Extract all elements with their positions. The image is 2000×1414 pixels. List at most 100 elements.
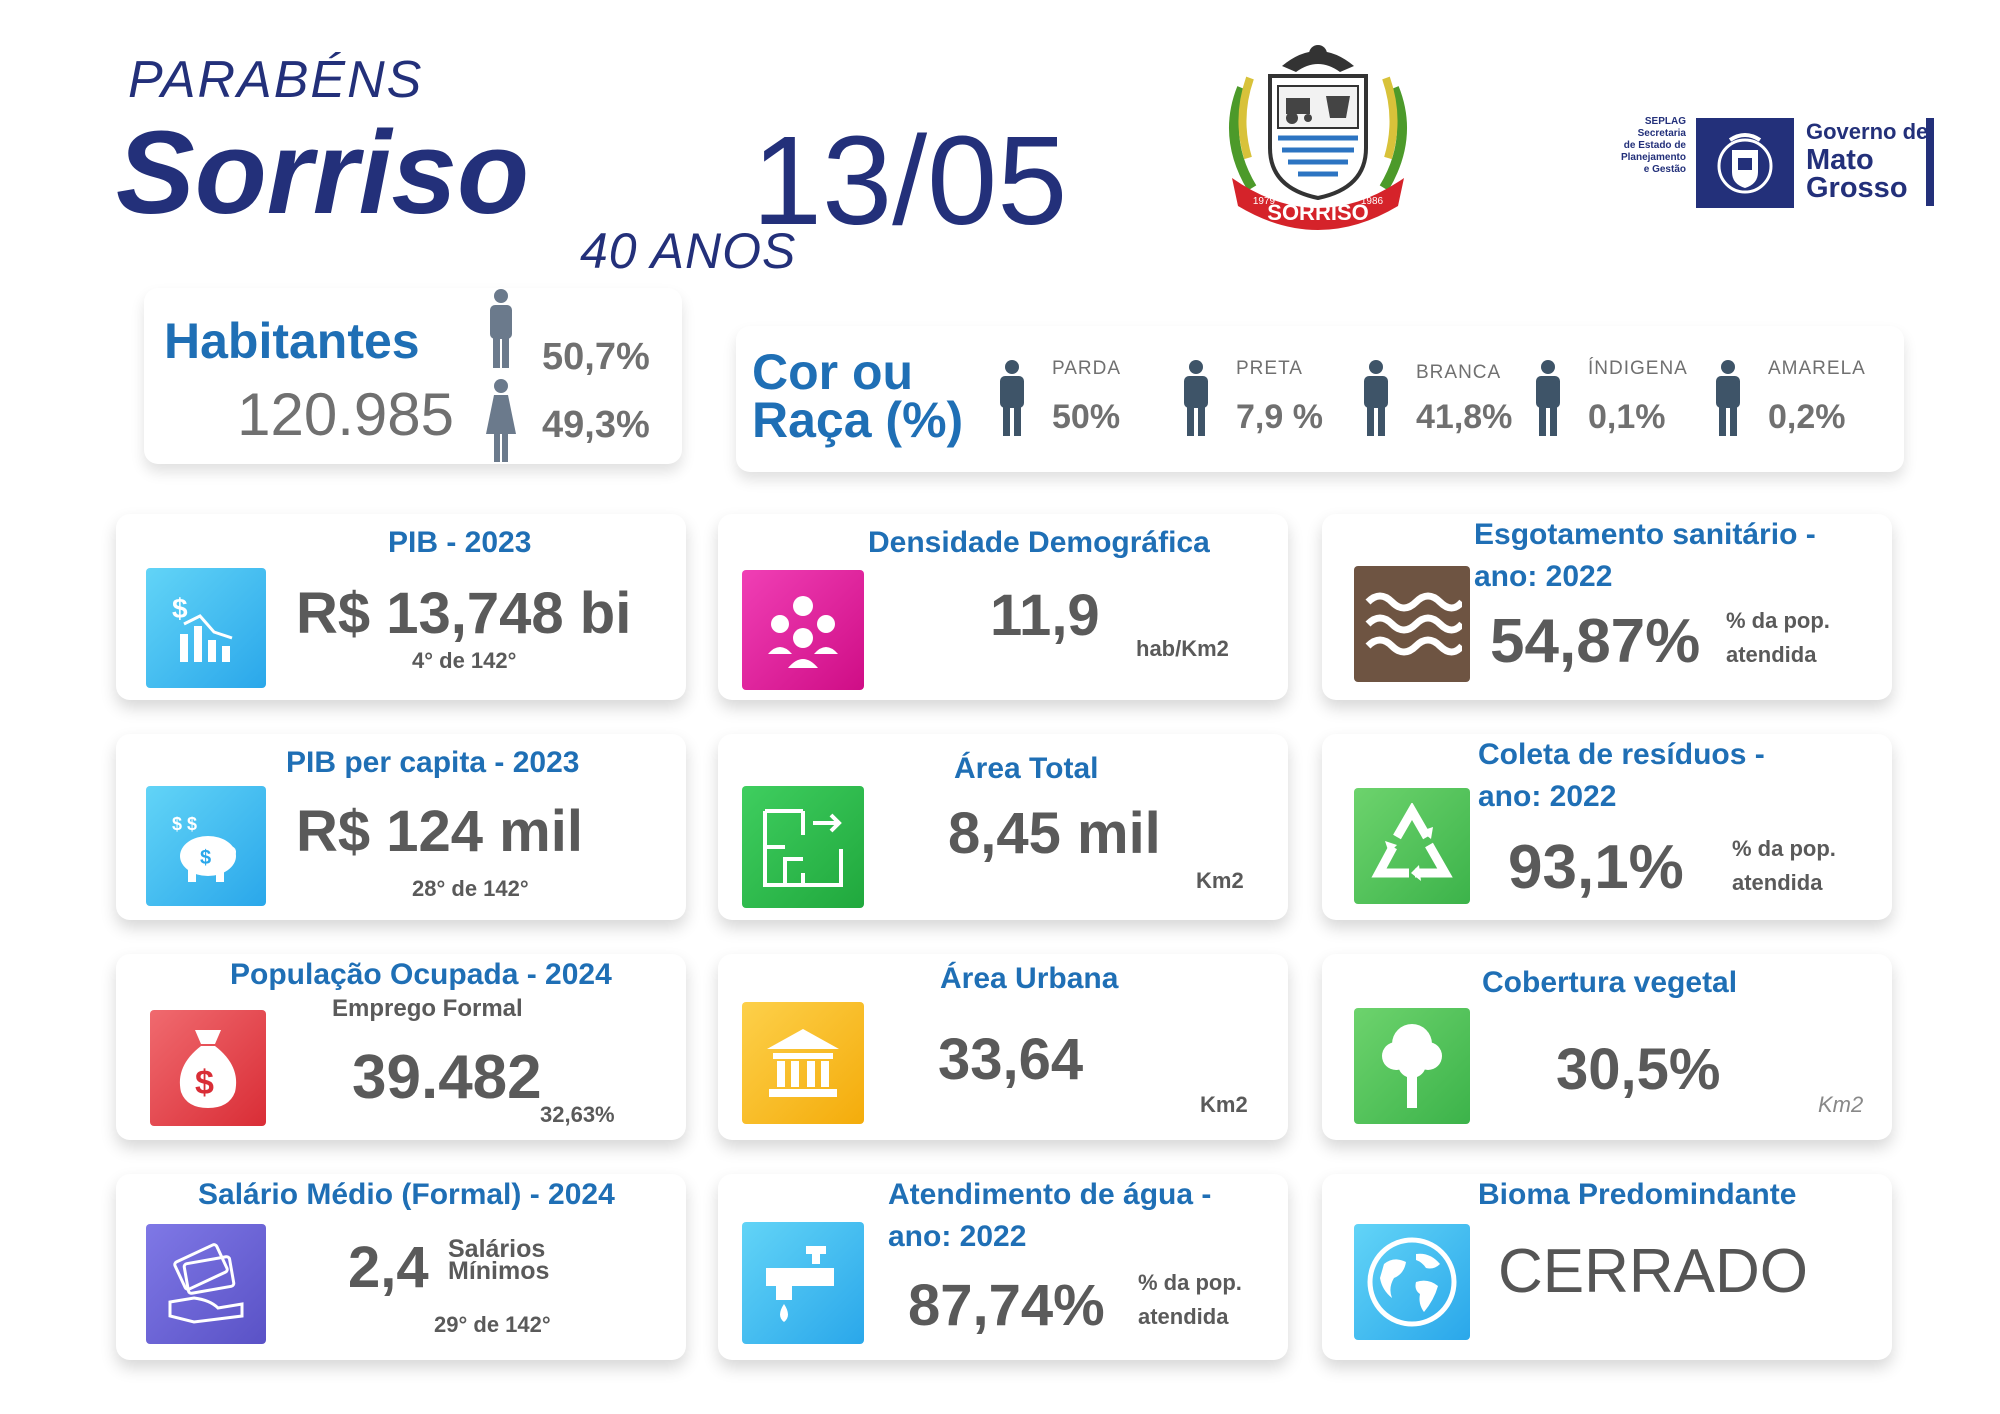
employed-population-value: 39.482 bbox=[352, 1043, 542, 1112]
pib-per-capita-card: $ $ $ PIB per capita - 2023 R$ 124 mil 28… bbox=[116, 734, 686, 920]
waste-collection-value: 93,1% bbox=[1508, 833, 1684, 902]
race-value: 50% bbox=[1052, 398, 1121, 436]
pib-per-capita-value: R$ 124 mil bbox=[296, 799, 583, 864]
vegetation-cover-value: 30,5% bbox=[1556, 1037, 1721, 1102]
population-card: Habitantes 120.985 50,7% 49,3% bbox=[144, 288, 682, 464]
population-title: Habitantes bbox=[164, 313, 420, 369]
male-icon bbox=[490, 289, 512, 368]
water-service-title: Atendimento de água - ano: 2022 bbox=[888, 1178, 1212, 1253]
average-salary-unit: Salários Mínimos bbox=[448, 1235, 550, 1285]
crest-year-right: 1986 bbox=[1361, 196, 1384, 207]
water-service-unit: % da pop. atendida bbox=[1138, 1270, 1242, 1329]
crest-year-left: 1979 bbox=[1253, 196, 1276, 207]
total-area-value: 8,45 mil bbox=[948, 801, 1161, 866]
biome-card: Bioma Predomindante CERRADO bbox=[1322, 1174, 1892, 1360]
vegetation-cover-unit: Km2 bbox=[1818, 1092, 1864, 1117]
recycle-icon bbox=[1354, 788, 1470, 904]
person-icon bbox=[1000, 360, 1024, 436]
gov-name: Governo de Mato Grosso bbox=[1806, 119, 1929, 204]
water-tap-icon bbox=[742, 1222, 864, 1344]
person-icon bbox=[1536, 360, 1560, 436]
sewage-card: Esgotamento sanitário - ano: 2022 54,87%… bbox=[1322, 514, 1892, 700]
pib-per-capita-title: PIB per capita - 2023 bbox=[286, 746, 580, 779]
water-service-card: Atendimento de água - ano: 2022 87,74% %… bbox=[718, 1174, 1288, 1360]
average-salary-card: Salário Médio (Formal) - 2024 2,4 Salári… bbox=[116, 1174, 686, 1360]
pib-rank: 4° de 142° bbox=[412, 648, 517, 673]
city-name: Sorriso bbox=[116, 107, 530, 239]
anniversary-date: 13/05 bbox=[752, 110, 1068, 251]
pib-title: PIB - 2023 bbox=[388, 526, 532, 559]
waste-collection-unit: % da pop. atendida bbox=[1732, 836, 1836, 895]
waste-collection-card: Coleta de resíduos - ano: 2022 93,1% % d… bbox=[1322, 734, 1892, 920]
greeting: PARABÉNS bbox=[128, 51, 424, 109]
floor-plan-icon bbox=[742, 786, 864, 908]
female-icon bbox=[486, 379, 516, 462]
anniversary-years: 40 ANOS bbox=[580, 223, 797, 279]
density-unit: hab/Km2 bbox=[1136, 636, 1229, 661]
water-service-value: 87,74% bbox=[908, 1273, 1105, 1338]
money-bag-icon: $ bbox=[150, 1010, 266, 1126]
bank-building-icon bbox=[742, 1002, 864, 1124]
people-group-icon bbox=[742, 570, 864, 690]
race-value: 0,1% bbox=[1588, 398, 1666, 436]
employed-population-subtitle: Emprego Formal bbox=[332, 995, 523, 1022]
race-value: 41,8% bbox=[1416, 398, 1513, 436]
urban-area-unit: Km2 bbox=[1200, 1092, 1248, 1117]
density-value: 11,9 bbox=[990, 583, 1100, 648]
sewage-value: 54,87% bbox=[1490, 607, 1701, 676]
government-logo: SEPLAG Secretaria de Estado de Planejame… bbox=[1590, 112, 1940, 212]
globe-icon bbox=[1354, 1224, 1470, 1340]
employed-population-card: $ População Ocupada - 2024 Emprego Forma… bbox=[116, 954, 686, 1140]
race-value: 0,2% bbox=[1768, 398, 1846, 436]
urban-area-value: 33,64 bbox=[938, 1027, 1084, 1092]
municipal-crest-logo: SORRISO 1979 1986 bbox=[1212, 28, 1424, 240]
race-label: PARDA bbox=[1052, 358, 1122, 379]
waves-icon bbox=[1354, 566, 1470, 682]
sewage-title: Esgotamento sanitário - ano: 2022 bbox=[1474, 518, 1816, 593]
race-label: BRANCA bbox=[1416, 362, 1502, 383]
svg-text:$ $: $ $ bbox=[172, 814, 197, 834]
svg-text:$: $ bbox=[195, 1064, 214, 1102]
urban-area-card: Área Urbana 33,64 Km2 bbox=[718, 954, 1288, 1140]
piggy-bank-icon: $ $ $ bbox=[146, 786, 266, 906]
pib-per-capita-rank: 28° de 142° bbox=[412, 876, 529, 901]
male-percentage: 50,7% bbox=[542, 336, 650, 378]
total-area-unit: Km2 bbox=[1196, 868, 1244, 893]
crest-label: SORRISO bbox=[1267, 200, 1368, 225]
average-salary-value: 2,4 bbox=[348, 1235, 429, 1300]
employed-population-title: População Ocupada - 2024 bbox=[230, 958, 612, 991]
total-area-card: Área Total 8,45 mil Km2 bbox=[718, 734, 1288, 920]
average-salary-rank: 29° de 142° bbox=[434, 1312, 551, 1337]
employed-population-percentage: 32,63% bbox=[540, 1102, 615, 1127]
density-title: Densidade Demográfica bbox=[868, 526, 1210, 559]
person-icon bbox=[1184, 360, 1208, 436]
total-area-title: Área Total bbox=[954, 752, 1099, 785]
average-salary-title: Salário Médio (Formal) - 2024 bbox=[198, 1178, 615, 1211]
pib-card: $ PIB - 2023 R$ 13,748 bi 4° de 142° bbox=[116, 514, 686, 700]
svg-text:$: $ bbox=[200, 847, 211, 869]
population-total: 120.985 bbox=[237, 381, 454, 448]
race-label: ÍNDIGENA bbox=[1588, 358, 1688, 379]
tree-icon bbox=[1354, 1008, 1470, 1124]
vegetation-cover-title: Cobertura vegetal bbox=[1482, 966, 1738, 999]
sewage-unit: % da pop. atendida bbox=[1726, 608, 1830, 667]
person-icon bbox=[1716, 360, 1740, 436]
urban-area-title: Área Urbana bbox=[940, 962, 1119, 995]
race-label: PRETA bbox=[1236, 358, 1303, 379]
female-percentage: 49,3% bbox=[542, 404, 650, 446]
waste-collection-title: Coleta de resíduos - ano: 2022 bbox=[1478, 738, 1765, 813]
person-icon bbox=[1364, 360, 1388, 436]
state-seal-icon bbox=[1696, 118, 1794, 208]
svg-text:$: $ bbox=[172, 593, 188, 624]
race-title: Cor ou Raça (%) bbox=[752, 344, 964, 448]
density-card: Densidade Demográfica 11,9 hab/Km2 bbox=[718, 514, 1288, 700]
vegetation-cover-card: Cobertura vegetal 30,5% Km2 bbox=[1322, 954, 1892, 1140]
finance-chart-icon: $ bbox=[146, 568, 266, 688]
race-label: AMARELA bbox=[1768, 358, 1866, 379]
race-card: Cor ou Raça (%) PARDA 50% PRETA 7,9 % BR… bbox=[736, 326, 1904, 472]
biome-value: CERRADO bbox=[1498, 1237, 1809, 1306]
biome-title: Bioma Predomindante bbox=[1478, 1178, 1797, 1211]
race-value: 7,9 % bbox=[1236, 398, 1323, 436]
divider-bar bbox=[1926, 118, 1934, 206]
cash-hand-icon bbox=[146, 1224, 266, 1344]
